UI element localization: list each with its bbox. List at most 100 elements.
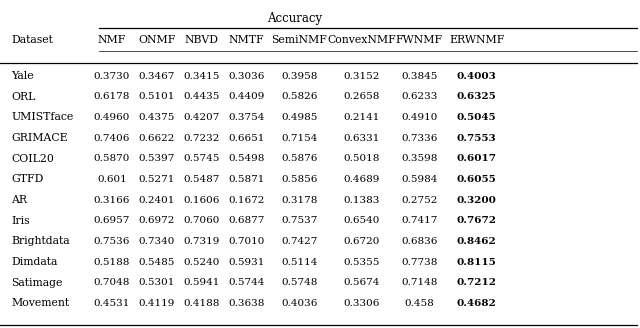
Text: 0.7427: 0.7427 [282,237,317,246]
Text: 0.3754: 0.3754 [228,113,264,122]
Text: 0.4003: 0.4003 [457,72,497,81]
Text: 0.4409: 0.4409 [228,92,264,101]
Text: SemiNMF: SemiNMF [271,35,328,45]
Text: 0.6651: 0.6651 [228,133,264,143]
Text: 0.6622: 0.6622 [139,133,175,143]
Text: 0.5018: 0.5018 [344,154,380,163]
Text: 0.4960: 0.4960 [94,113,130,122]
Text: 0.6877: 0.6877 [228,216,264,225]
Text: 0.7738: 0.7738 [401,257,437,267]
Text: 0.5498: 0.5498 [228,154,264,163]
Text: 0.4036: 0.4036 [282,299,317,308]
Text: 0.3306: 0.3306 [344,299,380,308]
Text: 0.7340: 0.7340 [139,237,175,246]
Text: Dataset: Dataset [12,35,53,45]
Text: 0.4985: 0.4985 [282,113,317,122]
Text: 0.5674: 0.5674 [344,278,380,287]
Text: 0.8115: 0.8115 [457,257,497,267]
Text: 0.5870: 0.5870 [94,154,130,163]
Text: 0.7010: 0.7010 [228,237,264,246]
Text: 0.5188: 0.5188 [94,257,130,267]
Text: 0.4119: 0.4119 [139,299,175,308]
Text: 0.6957: 0.6957 [94,216,130,225]
Text: 0.4435: 0.4435 [184,92,220,101]
Text: 0.5101: 0.5101 [139,92,175,101]
Text: 0.7336: 0.7336 [401,133,437,143]
Text: 0.3958: 0.3958 [282,72,317,81]
Text: 0.5301: 0.5301 [139,278,175,287]
Text: 0.6017: 0.6017 [457,154,497,163]
Text: 0.3178: 0.3178 [282,195,317,205]
Text: 0.4682: 0.4682 [457,299,497,308]
Text: COIL20: COIL20 [12,154,54,164]
Text: Dimdata: Dimdata [12,257,58,267]
Text: 0.3036: 0.3036 [228,72,264,81]
Text: 0.8462: 0.8462 [457,237,497,246]
Text: 0.5984: 0.5984 [401,175,437,184]
Text: 0.3200: 0.3200 [457,195,497,205]
Text: NMF: NMF [98,35,126,45]
Text: 0.5397: 0.5397 [139,154,175,163]
Text: UMISTface: UMISTface [12,113,74,122]
Text: 0.3152: 0.3152 [344,72,380,81]
Text: 0.7672: 0.7672 [457,216,497,225]
Text: 0.5240: 0.5240 [184,257,220,267]
Text: 0.5856: 0.5856 [282,175,317,184]
Text: Satimage: Satimage [12,278,63,288]
Text: 0.5876: 0.5876 [282,154,317,163]
Text: 0.6836: 0.6836 [401,237,437,246]
Text: 0.4188: 0.4188 [184,299,220,308]
Text: ONMF: ONMF [138,35,175,45]
Text: 0.6178: 0.6178 [94,92,130,101]
Text: 0.4910: 0.4910 [401,113,437,122]
Text: ConvexNMF: ConvexNMF [327,35,396,45]
Text: 0.5114: 0.5114 [282,257,317,267]
Text: 0.1606: 0.1606 [184,195,220,205]
Text: 0.6325: 0.6325 [457,92,497,101]
Text: 0.3415: 0.3415 [184,72,220,81]
Text: 0.5931: 0.5931 [228,257,264,267]
Text: 0.6540: 0.6540 [344,216,380,225]
Text: 0.5487: 0.5487 [184,175,220,184]
Text: 0.7319: 0.7319 [184,237,220,246]
Text: Brightdata: Brightdata [12,236,70,246]
Text: 0.601: 0.601 [97,175,127,184]
Text: 0.7417: 0.7417 [401,216,437,225]
Text: 0.6233: 0.6233 [401,92,437,101]
Text: 0.2752: 0.2752 [401,195,437,205]
Text: GRIMACE: GRIMACE [12,133,68,143]
Text: 0.4207: 0.4207 [184,113,220,122]
Text: 0.7154: 0.7154 [282,133,317,143]
Text: 0.5485: 0.5485 [139,257,175,267]
Text: 0.4375: 0.4375 [139,113,175,122]
Text: 0.3730: 0.3730 [94,72,130,81]
Text: 0.6331: 0.6331 [344,133,380,143]
Text: 0.458: 0.458 [404,299,434,308]
Text: 0.6972: 0.6972 [139,216,175,225]
Text: Yale: Yale [12,71,34,81]
Text: 0.7536: 0.7536 [94,237,130,246]
Text: 0.3638: 0.3638 [228,299,264,308]
Text: NBVD: NBVD [184,35,219,45]
Text: 0.7537: 0.7537 [282,216,317,225]
Text: 0.3598: 0.3598 [401,154,437,163]
Text: 0.5826: 0.5826 [282,92,317,101]
Text: 0.3166: 0.3166 [94,195,130,205]
Text: 0.5941: 0.5941 [184,278,220,287]
Text: 0.5271: 0.5271 [139,175,175,184]
Text: 0.2141: 0.2141 [344,113,380,122]
Text: 0.5748: 0.5748 [282,278,317,287]
Text: 0.7406: 0.7406 [94,133,130,143]
Text: 0.5745: 0.5745 [184,154,220,163]
Text: ERWNMF: ERWNMF [449,35,504,45]
Text: 0.4689: 0.4689 [344,175,380,184]
Text: AR: AR [12,195,28,205]
Text: Iris: Iris [12,216,30,226]
Text: FWNMF: FWNMF [396,35,443,45]
Text: 0.2658: 0.2658 [344,92,380,101]
Text: ORL: ORL [12,92,36,102]
Text: NMTF: NMTF [228,35,264,45]
Text: 0.3845: 0.3845 [401,72,437,81]
Text: 0.7553: 0.7553 [457,133,497,143]
Text: GTFD: GTFD [12,174,44,184]
